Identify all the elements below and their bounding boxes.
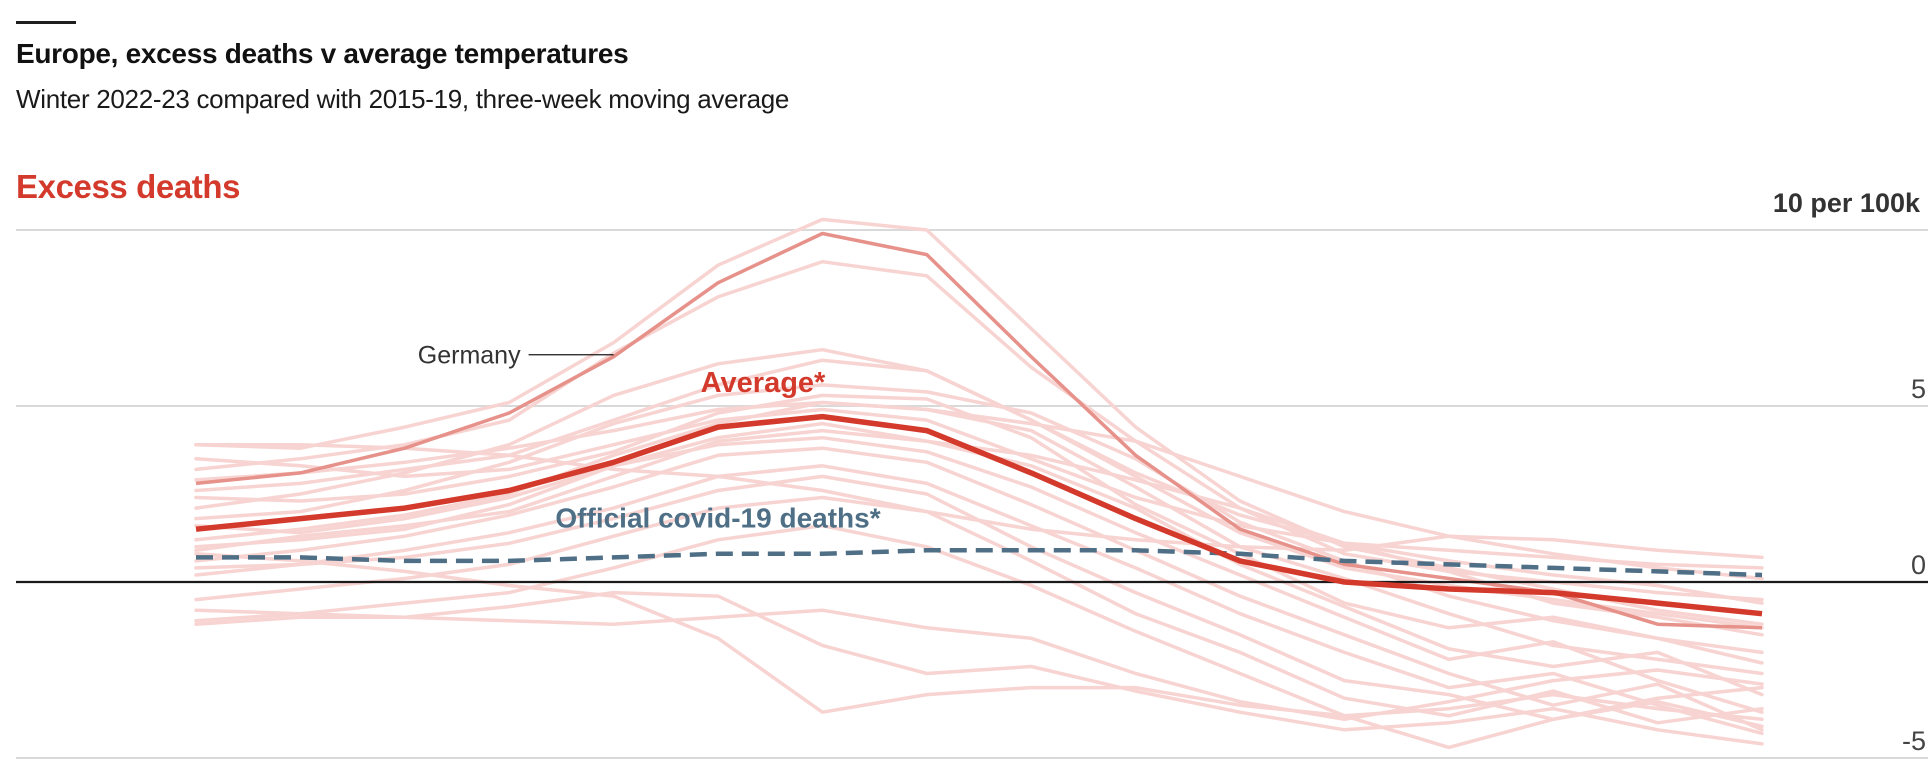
- country-line: [194, 552, 1764, 722]
- covid-label: Official covid-19 deaths*: [555, 502, 880, 533]
- country-line: [194, 400, 1764, 581]
- covid-line-group: [196, 548, 1763, 578]
- country-line: [194, 590, 1764, 746]
- panel-title: Excess deaths: [16, 168, 241, 205]
- country-lines: [194, 217, 1764, 750]
- germany-line: [195, 231, 1763, 630]
- average-line: [195, 413, 1763, 617]
- country-line: [194, 435, 1764, 714]
- y-unit-label: 10 per 100k: [1772, 188, 1920, 218]
- header-rule: [16, 21, 76, 24]
- country-line: [194, 421, 1764, 602]
- y-tick-labels: 5 0 -5: [1902, 374, 1926, 756]
- chart-title: Europe, excess deaths v average temperat…: [16, 38, 629, 69]
- country-line: [194, 608, 1764, 722]
- covid-line: [196, 548, 1763, 578]
- germany-label: Germany: [418, 342, 521, 370]
- country-line: [194, 523, 1764, 750]
- country-line: [194, 400, 1764, 676]
- chart-subtitle: Winter 2022-23 compared with 2015-19, th…: [16, 84, 790, 114]
- y-tick-label: 5: [1911, 374, 1926, 404]
- country-line: [194, 407, 1764, 570]
- y-tick-label: -5: [1902, 726, 1926, 756]
- germany-line-group: [195, 231, 1763, 630]
- country-line: [194, 442, 1764, 560]
- country-line: [194, 383, 1764, 655]
- country-line: [194, 464, 1764, 736]
- y-tick-label: 0: [1911, 550, 1926, 580]
- average-line-group: [195, 413, 1763, 617]
- gridlines: [16, 229, 1928, 759]
- annotations: Germany Average* Official covid-19 death…: [418, 342, 881, 534]
- country-line: [194, 495, 1764, 725]
- average-label: Average*: [701, 367, 826, 399]
- country-line: [194, 446, 1764, 732]
